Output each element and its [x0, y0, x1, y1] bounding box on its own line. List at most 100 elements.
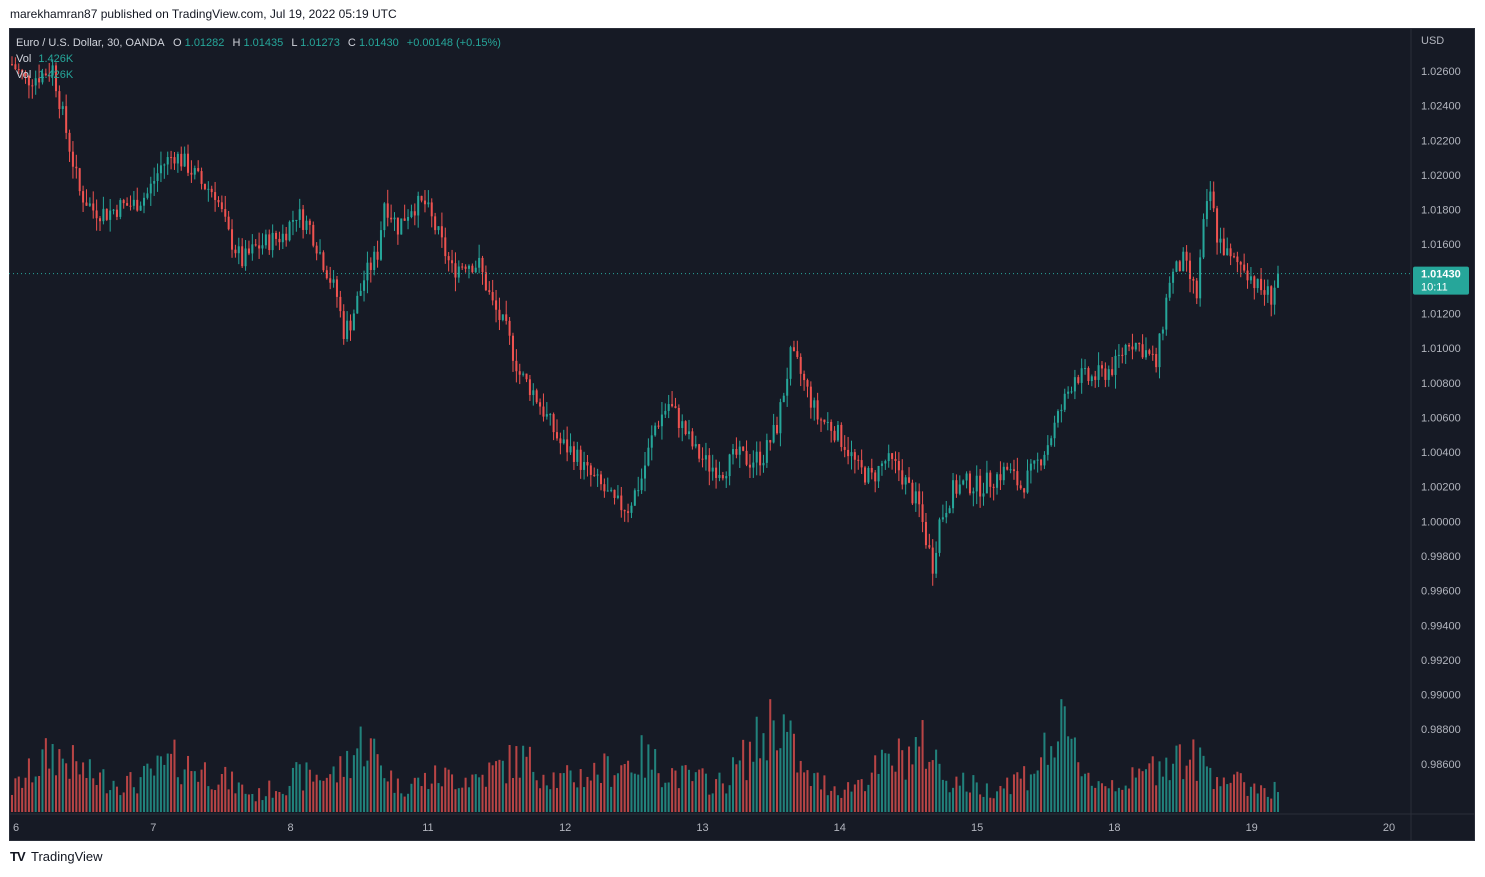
volume-bar: [586, 776, 589, 812]
volume-bar: [870, 772, 873, 812]
candle-body: [962, 480, 965, 485]
candle: [1053, 415, 1056, 447]
volume-bar: [423, 772, 426, 812]
candle: [1246, 263, 1249, 289]
volume-bar: [545, 785, 548, 812]
candle: [478, 244, 481, 274]
candle-body: [826, 421, 829, 423]
candle: [616, 485, 619, 500]
candle-body: [427, 202, 430, 205]
candle: [396, 217, 399, 245]
volume-bar: [535, 780, 538, 812]
volume-bar: [721, 783, 724, 812]
volume-bar: [508, 744, 511, 812]
candle: [220, 195, 223, 213]
candle-body: [31, 85, 34, 87]
candle: [857, 455, 860, 470]
volume-bar: [864, 791, 867, 812]
candle: [660, 402, 663, 440]
chart-frame[interactable]: [9, 28, 1475, 841]
volume-bar: [1104, 786, 1107, 812]
candle: [931, 539, 934, 586]
volume-bar: [779, 748, 782, 812]
candle-body: [813, 400, 816, 408]
candle: [234, 244, 237, 258]
candle: [275, 230, 278, 246]
candle-body: [366, 262, 369, 281]
candle: [677, 404, 680, 438]
candle-body: [349, 320, 352, 331]
candle-body: [1138, 342, 1141, 345]
candle: [440, 212, 443, 248]
candle: [308, 218, 311, 235]
candle: [918, 483, 921, 518]
volume-bar: [467, 787, 470, 812]
candle-body: [298, 209, 301, 220]
candle: [972, 487, 975, 507]
candle-body: [681, 421, 684, 428]
candle-body: [996, 474, 999, 488]
time-axis[interactable]: 6 7 8 11 12 13 14 15 18 19 20: [13, 822, 1395, 834]
candle-body: [752, 462, 755, 468]
volume-bar: [1141, 771, 1144, 812]
candle: [319, 239, 322, 255]
price-chart[interactable]: USD 1.026001.024001.022001.020001.018001…: [9, 28, 1475, 841]
candle: [173, 152, 176, 170]
candle-body: [671, 404, 674, 407]
volume-bar: [803, 772, 806, 812]
candle-body: [1243, 264, 1246, 271]
candle: [1026, 459, 1029, 494]
volume-bar: [1023, 766, 1026, 812]
candle-body: [1056, 411, 1059, 423]
volume-bar: [237, 782, 240, 812]
candle-body: [728, 454, 731, 477]
time-tick-label: 18: [1108, 822, 1120, 834]
price-axis[interactable]: 1.02600 1.02400 1.02200 1.02000 1.01800 1.016…: [1421, 66, 1461, 771]
volume-bar: [1249, 786, 1252, 812]
volume-bar: [711, 793, 714, 812]
volume-bar: [867, 784, 870, 812]
volume-bar: [914, 737, 917, 812]
candle-body: [457, 266, 460, 278]
candle-body: [132, 199, 135, 206]
candle: [532, 383, 535, 406]
volume-bar: [830, 790, 833, 812]
footer-branding[interactable]: TV TradingView: [10, 849, 103, 871]
candle-body: [586, 462, 589, 466]
candle: [1040, 458, 1043, 471]
candle-body: [843, 447, 846, 450]
volume-bar: [921, 720, 924, 812]
candle-body: [1168, 282, 1171, 298]
candle: [759, 441, 762, 476]
candle: [115, 204, 118, 221]
candle: [369, 257, 372, 283]
candle-body: [897, 461, 900, 471]
candle-body: [613, 489, 616, 498]
publisher-line: marekhamran87 published on TradingView.c…: [10, 7, 397, 21]
candle-body: [718, 475, 721, 478]
candle-body: [1175, 261, 1178, 272]
candle-body: [305, 220, 308, 230]
volume-bar: [379, 765, 382, 812]
candle-body: [329, 278, 332, 283]
candle-body: [1172, 271, 1175, 283]
candle-body: [434, 216, 437, 231]
symbol-description[interactable]: Euro / U.S. Dollar, 30, OANDA: [16, 37, 165, 49]
volume-bar: [129, 772, 132, 812]
volume-bar: [559, 773, 562, 812]
candle-body: [1009, 469, 1012, 471]
volume-bar: [275, 791, 278, 812]
candle-body: [1205, 201, 1208, 220]
candle-body: [806, 380, 809, 387]
volume-bar: [772, 720, 775, 812]
volume-bar: [928, 761, 931, 812]
price-tick-label: 1.00800: [1421, 378, 1461, 390]
candle-body: [677, 407, 680, 428]
candle-body: [149, 183, 152, 194]
candle: [58, 85, 61, 119]
candle: [762, 454, 765, 473]
candle-body: [1029, 463, 1032, 471]
candle: [870, 458, 873, 480]
candle-body: [853, 452, 856, 460]
volume-bar: [1046, 764, 1049, 812]
